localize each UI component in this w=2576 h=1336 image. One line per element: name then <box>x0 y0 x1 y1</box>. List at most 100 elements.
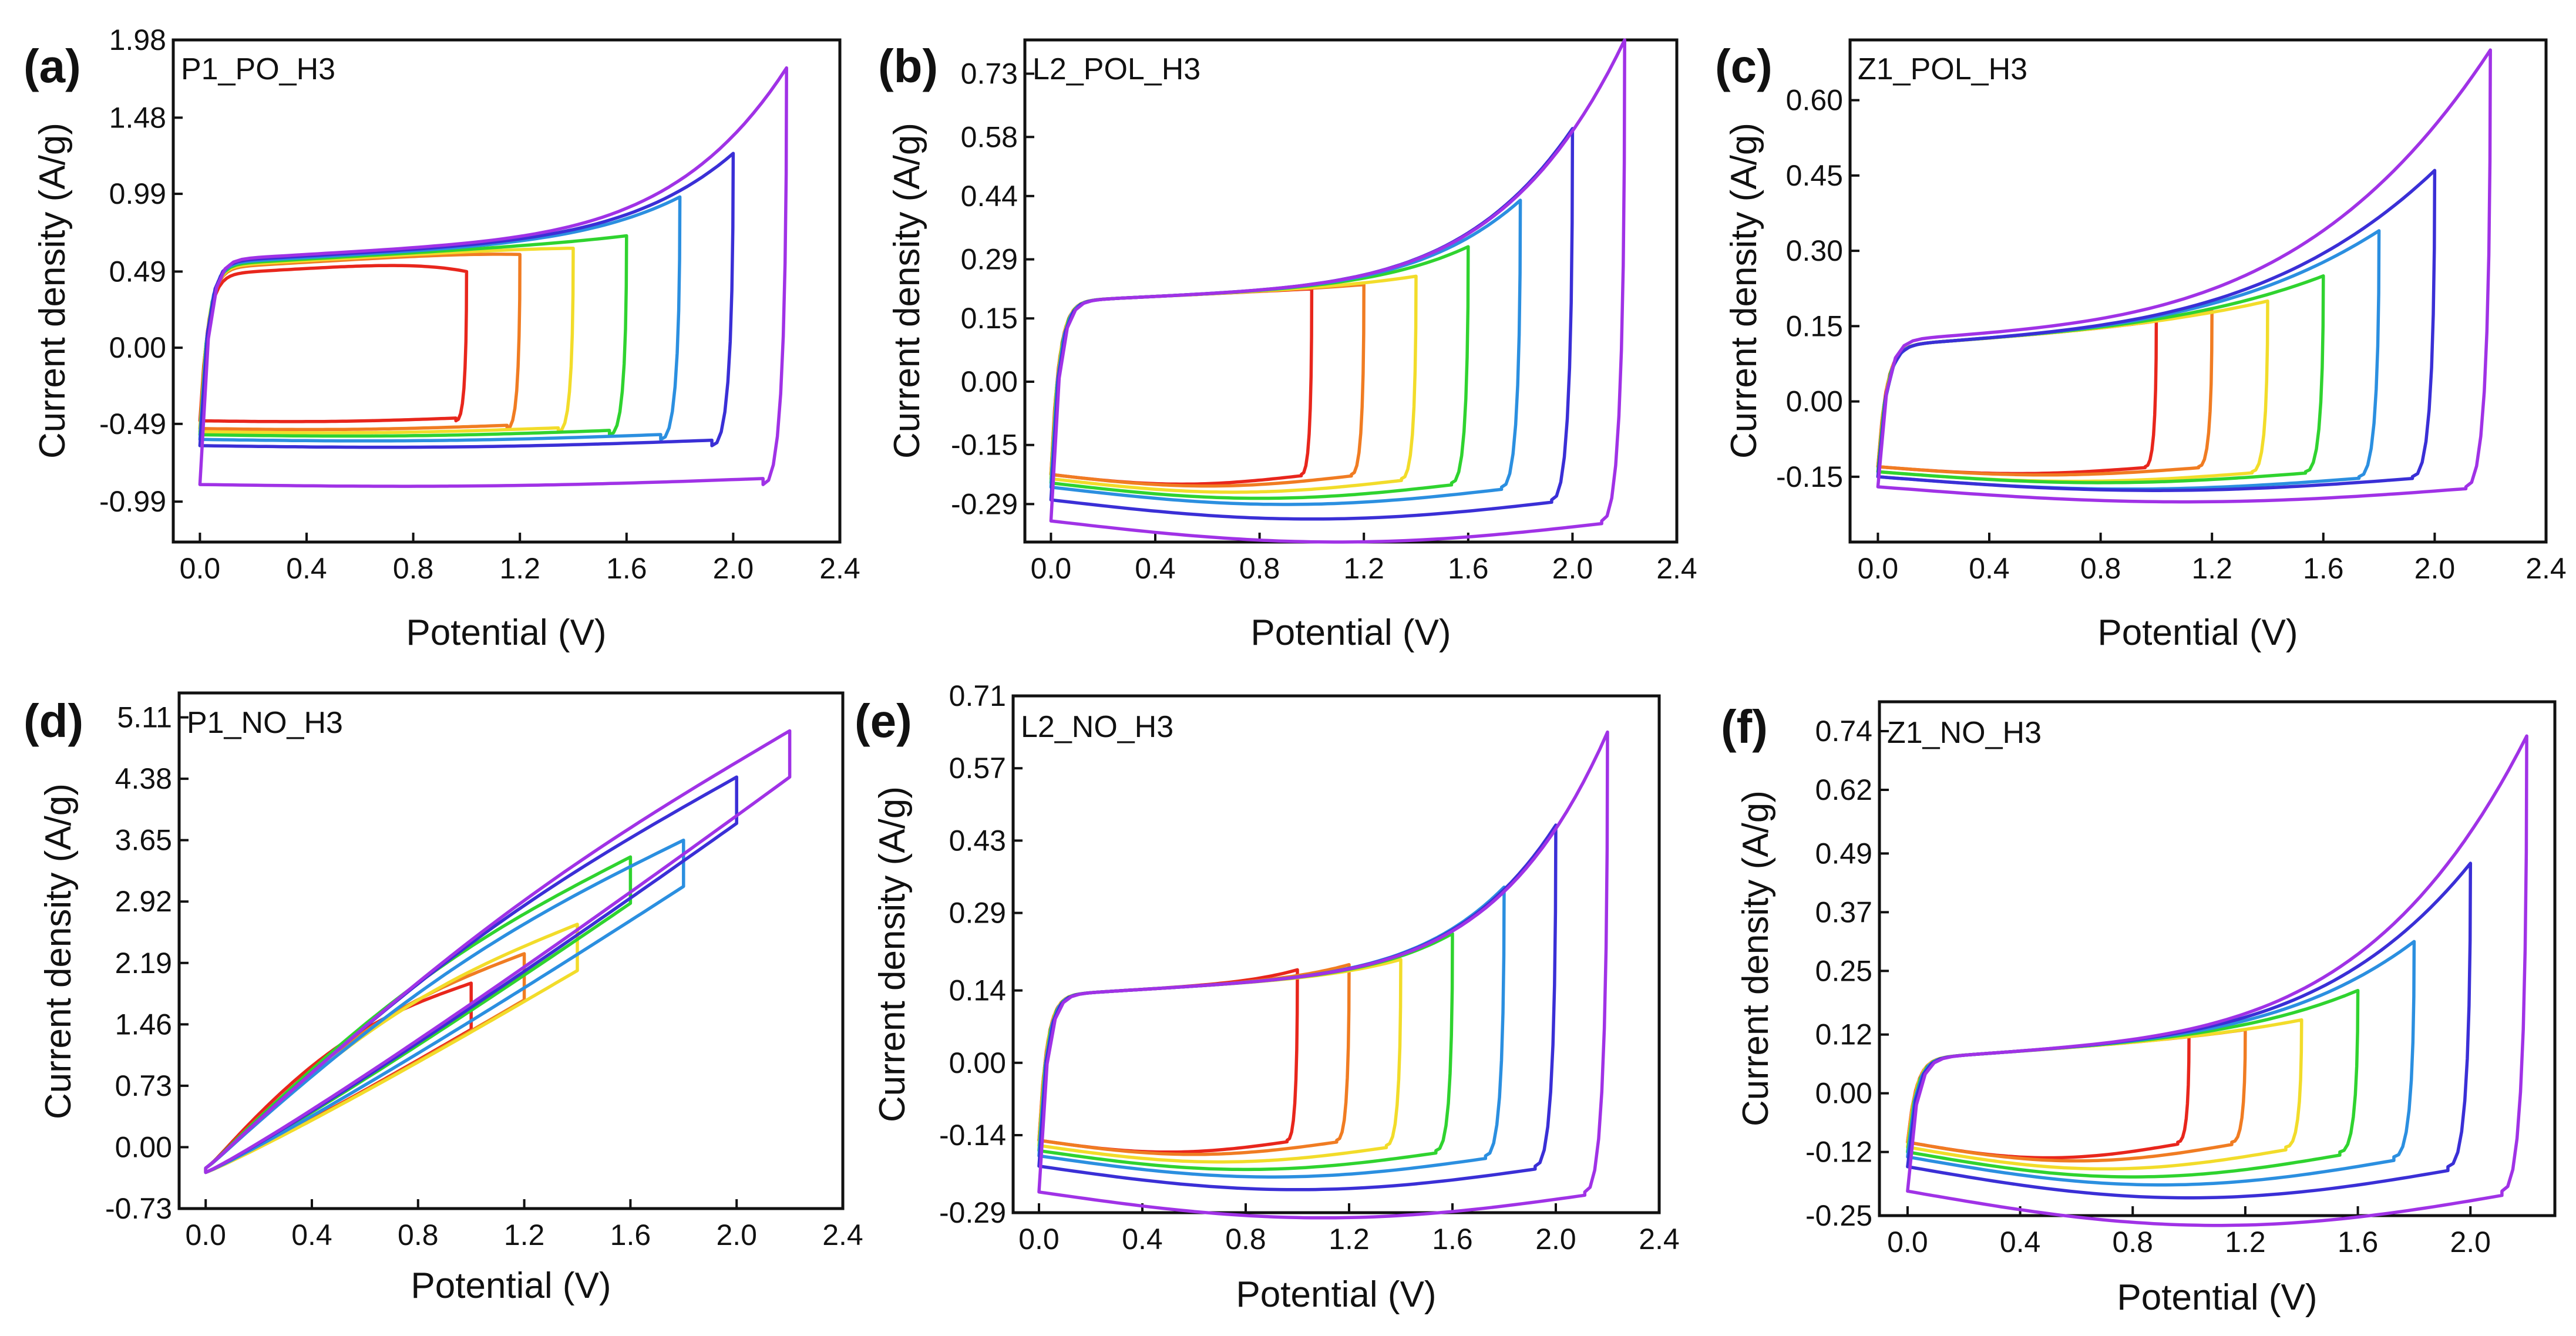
x-tick-label: 0.0 <box>1887 1226 1928 1258</box>
x-tick-label: 2.0 <box>2450 1226 2491 1258</box>
y-tick-label: 0.58 <box>961 120 1018 153</box>
y-tick-label: 0.71 <box>949 679 1006 712</box>
x-tick-label: 1.2 <box>1343 552 1384 585</box>
y-tick-label: 0.00 <box>1786 385 1843 418</box>
cv-curve-1.0v <box>206 983 471 1172</box>
y-tick-label: 0.43 <box>949 824 1006 857</box>
y-axis-title: Current density (A/g) <box>38 783 79 1119</box>
cv-curve-1.0v <box>1039 970 1297 1152</box>
plot-frame <box>1025 40 1677 542</box>
cv-curve-1.6v <box>1039 934 1452 1170</box>
cv-curve-1.6v <box>1051 247 1468 498</box>
x-tick-label: 1.6 <box>2338 1226 2379 1258</box>
y-tick-label: 0.57 <box>949 752 1006 785</box>
panel-c: (c) Z1_POL_H3 Potential (V) Current dens… <box>1715 40 2567 653</box>
x-tick-label: 1.2 <box>499 552 540 585</box>
x-tick-label: 1.2 <box>1329 1223 1370 1256</box>
sample-label: Z1_POL_H3 <box>1858 52 2027 86</box>
cv-curve-1.0v <box>1051 289 1311 484</box>
y-tick-label: 0.30 <box>1786 234 1843 267</box>
cv-curve-1.8v <box>206 840 684 1173</box>
cv-curve-1.2v <box>1878 311 2212 475</box>
cv-curves <box>1908 736 2527 1225</box>
x-tick-label: 2.4 <box>2525 552 2567 585</box>
x-tick-label: 1.6 <box>1432 1223 1473 1256</box>
plot-frame <box>173 40 840 542</box>
cv-curve-1.2v <box>206 954 524 1172</box>
y-tick-label: 2.19 <box>115 947 172 980</box>
axis-ticks: 0.0 0.4 0.8 1.2 1.6 2.0 2.4 -0.29 -0.15 0.00 0.15 0… <box>951 57 1697 585</box>
cv-curve-1.4v <box>200 248 573 433</box>
cv-curves <box>1051 40 1625 542</box>
x-tick-label: 1.2 <box>2191 552 2232 585</box>
panel-letter: (f) <box>1721 701 1768 753</box>
panel-letter: (b) <box>878 40 938 92</box>
axis-ticks: 0.0 0.4 0.8 1.2 1.6 2.0 2.4 -0.15 0.00 0.15 0.30 0.… <box>1776 84 2567 585</box>
x-tick-label: 0.4 <box>1969 552 2010 585</box>
y-tick-label: 0.25 <box>1815 954 1872 987</box>
x-tick-label: 1.6 <box>1448 552 1489 585</box>
y-tick-label: -0.15 <box>951 429 1018 462</box>
x-tick-label: 2.0 <box>1552 552 1593 585</box>
sample-label: Z1_NO_H3 <box>1887 716 2042 750</box>
sample-label: L2_POL_H3 <box>1033 52 1200 86</box>
x-axis-title: Potential (V) <box>1250 613 1451 653</box>
cv-curves <box>1039 732 1608 1218</box>
x-tick-label: 0.8 <box>2112 1226 2153 1258</box>
y-tick-label: 0.00 <box>1815 1077 1872 1110</box>
x-tick-label: 1.6 <box>610 1219 651 1251</box>
y-tick-label: 1.46 <box>115 1008 172 1041</box>
panel-letter: (a) <box>23 40 81 92</box>
x-tick-label: 0.4 <box>286 552 327 585</box>
cv-curve-1.4v <box>206 924 577 1173</box>
y-tick-label: 0.44 <box>961 180 1018 213</box>
y-tick-label: 0.14 <box>949 974 1006 1007</box>
y-tick-label: 3.65 <box>115 824 172 857</box>
cv-curve-1.8v <box>1878 231 2379 489</box>
x-axis-title: Potential (V) <box>2097 613 2298 653</box>
x-tick-label: 0.8 <box>2080 552 2121 585</box>
y-tick-label: 0.00 <box>949 1046 1006 1079</box>
cv-curve-1.8v <box>200 197 680 440</box>
y-tick-label: 0.49 <box>1815 837 1872 870</box>
cv-curves <box>206 731 789 1173</box>
cv-curve-1.0v <box>200 265 466 422</box>
axis-ticks: 0.0 0.4 0.8 1.2 1.6 2.0 2.4-0.730.000.731.462.… <box>105 701 863 1251</box>
panel-e: (e) L2_NO_H3 Potential (V) Current densi… <box>855 679 1680 1315</box>
panel-letter: (c) <box>1715 40 1773 92</box>
y-tick-label: 0.15 <box>961 302 1018 335</box>
y-tick-label: -0.49 <box>99 408 166 440</box>
x-tick-label: 0.0 <box>1018 1223 1060 1256</box>
x-tick-label: 2.0 <box>1535 1223 1576 1256</box>
panel-b: (b) L2_POL_H3 Potential (V) Current dens… <box>878 40 1697 653</box>
panel-d: (d) P1_NO_H3 Potential (V) Current densi… <box>23 693 863 1306</box>
cv-curve-2.2v <box>200 68 786 487</box>
x-axis-title: Potential (V) <box>406 613 606 653</box>
y-tick-label: -0.14 <box>939 1119 1006 1152</box>
x-tick-label: 0.8 <box>1239 552 1280 585</box>
y-tick-label: 0.00 <box>961 365 1018 398</box>
y-tick-label: 1.48 <box>109 101 166 134</box>
x-axis-title: Potential (V) <box>411 1266 611 1306</box>
y-tick-label: 0.29 <box>961 243 1018 276</box>
x-tick-label: 0.0 <box>1031 552 1072 585</box>
x-tick-label: 1.6 <box>2303 552 2344 585</box>
panel-letter: (e) <box>855 695 912 747</box>
cv-curve-1.2v <box>1051 285 1364 486</box>
y-tick-label: 0.15 <box>1786 309 1843 342</box>
cv-curve-1.0v <box>1908 1035 2189 1158</box>
y-axis-title: Current density (A/g) <box>32 123 73 459</box>
x-tick-label: 2.4 <box>819 552 860 585</box>
plot-frame <box>1879 702 2555 1216</box>
y-tick-label: 0.49 <box>109 255 166 288</box>
x-tick-label: 2.4 <box>1656 552 1697 585</box>
x-tick-label: 0.0 <box>180 552 221 585</box>
cv-curve-2.2v <box>1878 50 2490 502</box>
sample-label: P1_NO_H3 <box>187 706 343 740</box>
x-tick-label: 0.8 <box>393 552 434 585</box>
cv-curves <box>1878 50 2490 502</box>
y-tick-label: 0.00 <box>115 1130 172 1163</box>
y-tick-label: 4.38 <box>115 762 172 795</box>
cv-curve-1.6v <box>1908 991 2358 1177</box>
x-tick-label: 0.8 <box>398 1219 439 1251</box>
